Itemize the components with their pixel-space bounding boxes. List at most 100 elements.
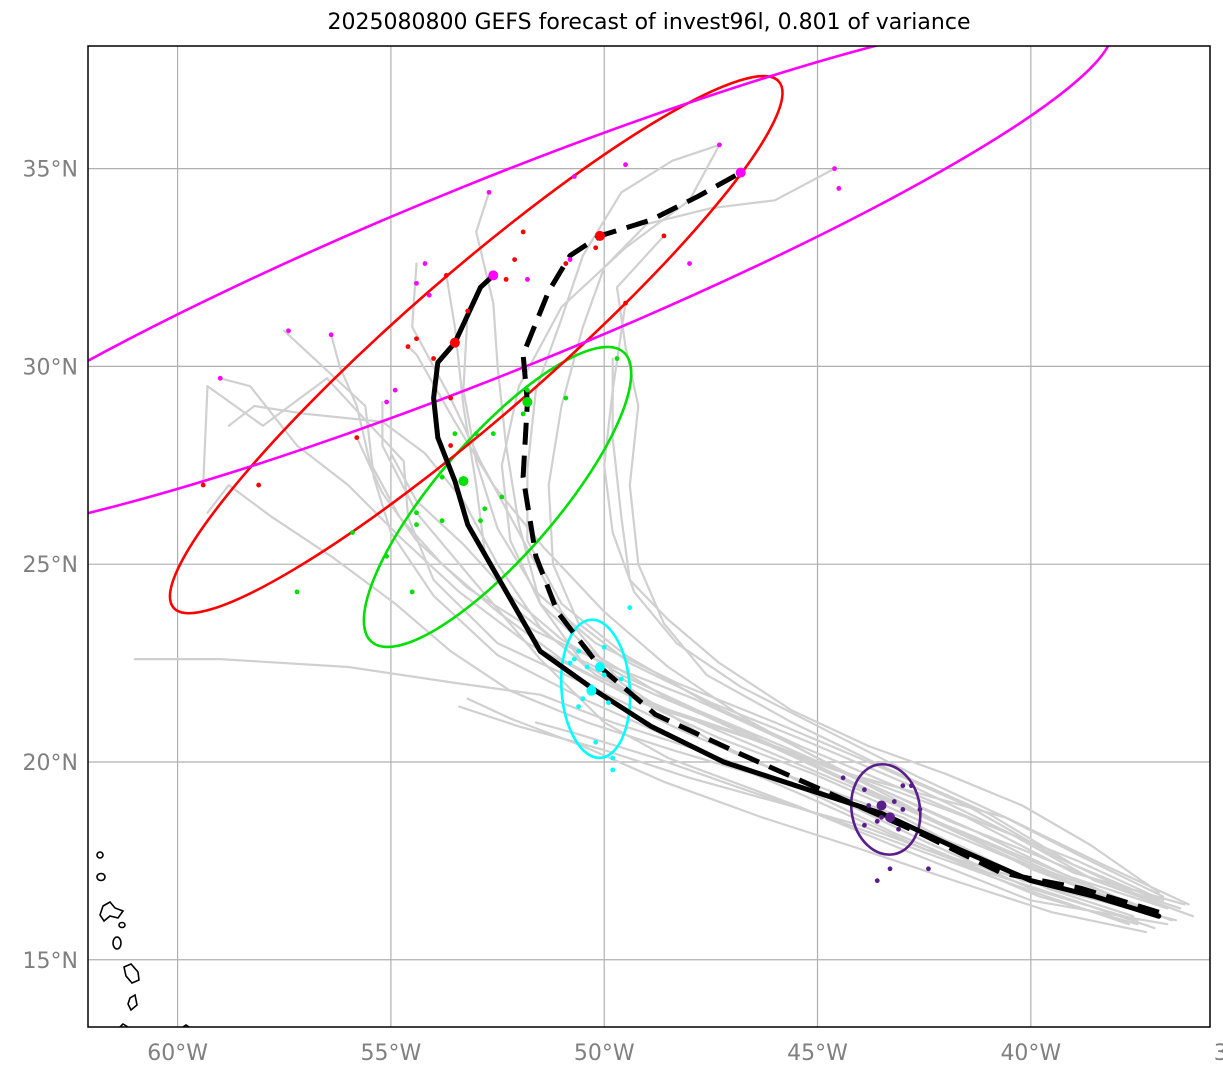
member-point (593, 245, 599, 251)
uncertainty-ellipse (849, 762, 922, 856)
member-point (563, 261, 569, 266)
member-point (606, 700, 611, 706)
mean-track-solid (431, 272, 1162, 919)
member-point (286, 328, 291, 334)
member-track (475, 191, 1186, 906)
member-point (926, 866, 931, 872)
member-point (350, 530, 355, 535)
member-point (384, 553, 390, 559)
member-track (227, 404, 1165, 898)
member-point (571, 174, 577, 179)
map-title: 2025080800 GEFS forecast of invest96l, 0… (327, 10, 971, 35)
y-tick-label: 30°N (23, 355, 78, 380)
member-track (411, 262, 1139, 922)
island-outline (127, 993, 138, 1012)
member-track (462, 309, 1143, 898)
member-point (448, 443, 454, 448)
y-tick-label: 15°N (23, 949, 78, 974)
island-outline (123, 963, 140, 984)
x-tick-label: 50°W (574, 1041, 635, 1066)
member-point (601, 672, 607, 678)
member-point (414, 522, 419, 528)
member-point (503, 276, 509, 282)
mean-point (594, 230, 605, 241)
member-point (887, 866, 893, 872)
member-point (512, 257, 518, 263)
member-point (439, 474, 445, 480)
member-track (458, 705, 1139, 926)
member-track (355, 436, 1182, 910)
plot-frame (87, 45, 1211, 1028)
member-point (862, 787, 867, 793)
member-point (414, 336, 419, 342)
mean-point (885, 812, 896, 823)
member-point (431, 356, 436, 361)
member-point (525, 276, 530, 282)
uncertainty-ellipse (168, 74, 784, 615)
member-point (525, 387, 530, 393)
member-point (908, 783, 914, 789)
member-point (896, 826, 901, 832)
member-point (452, 431, 458, 437)
forecast-points (200, 142, 931, 884)
member-point (486, 189, 492, 195)
member-track (611, 357, 1160, 894)
member-point (328, 332, 334, 338)
member-point (610, 767, 616, 773)
member-point (900, 783, 906, 789)
member-point (426, 292, 432, 298)
member-point (610, 755, 616, 761)
mean-point (876, 800, 887, 811)
member-point (563, 395, 569, 401)
member-tracks (133, 143, 1195, 934)
uncertainty-ellipses (88, 46, 1113, 856)
island-outline (96, 872, 106, 882)
member-track (534, 721, 1131, 926)
x-tick-label: 60°W (147, 1041, 208, 1066)
member-point (891, 799, 897, 804)
member-track (603, 302, 1190, 906)
member-point (490, 431, 496, 437)
member-track (389, 400, 1152, 914)
x-tick-label: 45°W (787, 1041, 848, 1066)
member-point (392, 387, 398, 393)
y-tick-label: 35°N (23, 158, 78, 183)
member-point (217, 375, 223, 381)
member-point (900, 807, 906, 812)
island-outline (96, 851, 104, 859)
member-point (256, 482, 262, 488)
y-tick-label: 25°N (23, 553, 78, 578)
member-point (874, 878, 880, 884)
mean-point (458, 476, 469, 487)
member-point (716, 142, 722, 148)
x-tick-label: 55°W (361, 1041, 422, 1066)
coastline (96, 851, 190, 1027)
member-point (439, 518, 445, 524)
member-point (866, 803, 872, 808)
member-point (687, 261, 692, 266)
grid (88, 46, 1210, 1027)
member-point (520, 229, 526, 235)
member-point (482, 506, 488, 512)
member-point (567, 660, 573, 666)
member-point (874, 818, 880, 824)
mean-point (488, 270, 499, 281)
island-outline (118, 921, 126, 929)
member-point (448, 395, 454, 401)
member-point (661, 233, 667, 239)
mean-point (735, 167, 746, 178)
member-point (623, 162, 628, 168)
member-point (354, 435, 360, 441)
member-point (478, 518, 483, 524)
x-tick-label: 35°W (1214, 1041, 1223, 1066)
member-point (840, 775, 846, 781)
member-point (409, 589, 415, 595)
member-track (406, 345, 1126, 906)
y-tick-label: 20°N (23, 751, 78, 776)
island-outline (112, 936, 122, 950)
member-track (466, 697, 1148, 934)
member-point (200, 482, 206, 488)
member-point (567, 257, 573, 263)
member-point (584, 664, 590, 670)
